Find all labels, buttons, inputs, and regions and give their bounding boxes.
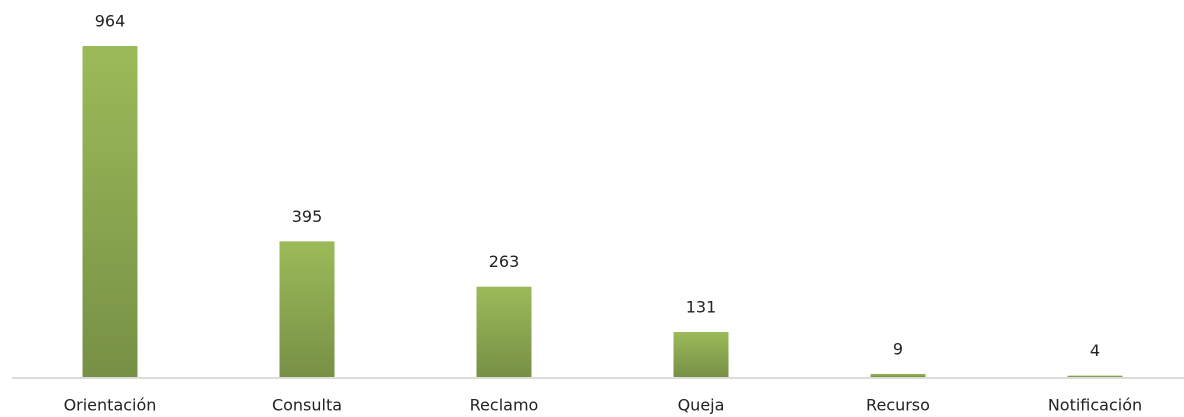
value-label: 395 [292, 207, 323, 226]
x-tick-label: Orientación [64, 396, 157, 415]
value-label: 131 [686, 298, 717, 317]
bar [476, 286, 532, 377]
bar [279, 241, 335, 377]
x-tick-label: Reclamo [470, 396, 539, 415]
value-label: 263 [489, 252, 520, 271]
bar [1067, 375, 1123, 377]
bar [870, 373, 926, 377]
value-label: 964 [95, 12, 126, 31]
x-tick-label: Recurso [866, 396, 930, 415]
value-label: 4 [1090, 341, 1100, 360]
value-label: 9 [893, 339, 903, 358]
bar [82, 46, 138, 377]
x-tick-label: Notificación [1048, 396, 1142, 415]
x-tick-label: Queja [678, 396, 725, 415]
bar [673, 332, 729, 377]
x-tick-label: Consulta [272, 396, 342, 415]
